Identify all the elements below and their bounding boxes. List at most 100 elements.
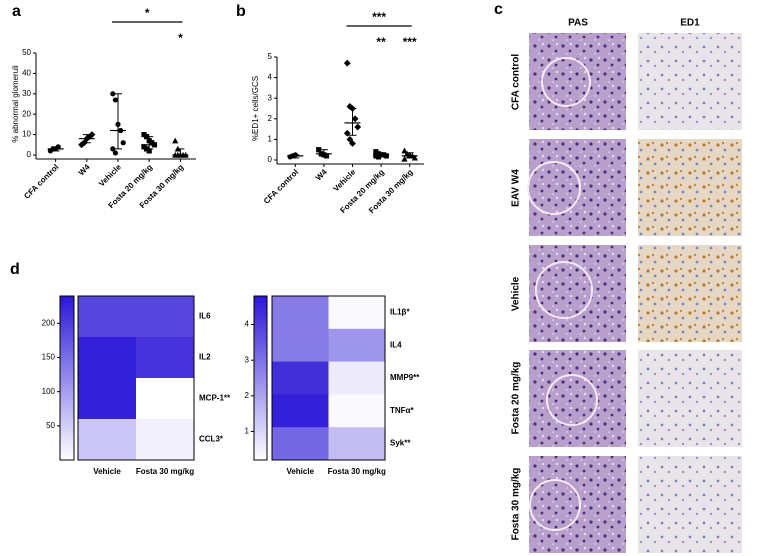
colorbar-tick-label: 50 (46, 421, 55, 430)
colorbar-tick-label: 200 (42, 318, 56, 327)
micrograph (529, 456, 626, 553)
data-point (316, 147, 322, 153)
row-label: IL2 (199, 353, 211, 362)
data-point (401, 155, 408, 162)
x-tick-label: W4 (77, 162, 92, 177)
column-label: Vehicle (93, 467, 121, 476)
data-point (78, 141, 85, 149)
column-label: Fosta 30 mg/kg (328, 467, 386, 476)
heatmap-cell (328, 361, 386, 395)
y-tick-label: 0 (27, 150, 32, 159)
y-tick-label: 2 (268, 114, 273, 123)
micrograph (529, 245, 626, 342)
heatmap-cell (272, 296, 329, 330)
column-label: Fosta 30 mg/kg (136, 467, 194, 476)
x-tick-label: Vehicle (332, 167, 358, 193)
x-tick-label: CFA control (22, 163, 60, 201)
significance: * (178, 31, 183, 45)
data-point (149, 140, 155, 146)
micrograph (529, 350, 626, 447)
x-tick-label: CFA control (262, 168, 300, 206)
colorbar-tick-label: 4 (245, 320, 250, 329)
heatmap-border (271, 295, 386, 461)
heatmap-cell (78, 378, 137, 420)
data-point (343, 59, 351, 67)
data-point (86, 133, 93, 141)
y-tick-label: 40 (22, 69, 31, 78)
data-point (112, 97, 118, 103)
y-tick-label: 3 (268, 93, 273, 102)
row-label: IL6 (199, 312, 211, 321)
row-label: Syk** (390, 439, 411, 448)
glomerulus (535, 261, 593, 319)
column-label: Vehicle (286, 467, 314, 476)
micrograph (529, 139, 626, 236)
data-point (88, 131, 96, 138)
row-label: TNFα* (390, 406, 414, 415)
colorbar-tick-label: 100 (42, 387, 56, 396)
y-axis-label: % abnormal glomeruli (11, 65, 20, 143)
colorbar-tick-label: 1 (245, 427, 250, 436)
data-point (411, 154, 418, 161)
heatmap-cell (78, 419, 137, 461)
colorbar (253, 295, 268, 461)
heatmap-cell (272, 394, 329, 428)
heatmap-cell (272, 328, 329, 363)
column-header: ED1 (680, 18, 700, 29)
data-point (401, 147, 408, 154)
micrograph (638, 139, 742, 236)
data-point (351, 115, 359, 123)
heatmap-cell (78, 296, 137, 338)
colorbar-tick-label: 2 (245, 391, 250, 400)
panel-label: b (236, 3, 246, 20)
colorbar-tick-label: 3 (245, 355, 250, 364)
colorbar-tick-label: 150 (42, 353, 56, 362)
heatmap-cell (328, 296, 386, 330)
data-point (110, 91, 116, 97)
data-point (383, 153, 389, 159)
row-label: CCL3* (199, 435, 224, 444)
x-tick-label: Vehicle (97, 162, 123, 188)
heatmap-cell (272, 427, 329, 461)
y-tick-label: 4 (268, 73, 273, 82)
heatmap-cell (78, 337, 137, 379)
heatmap-cell (328, 394, 386, 428)
y-tick-label: 0 (268, 155, 273, 164)
significance: *** (372, 10, 386, 24)
data-point (146, 148, 152, 154)
y-tick-label: 20 (22, 109, 31, 118)
y-tick-label: 30 (22, 89, 31, 98)
data-point (120, 140, 126, 146)
micrograph (638, 245, 742, 342)
colorbar (59, 295, 75, 461)
panel-label: a (12, 3, 21, 20)
y-tick-label: 10 (22, 130, 31, 139)
heatmap-border (77, 295, 195, 461)
x-tick-label: W4 (314, 167, 329, 182)
y-tick-label: 5 (268, 52, 273, 61)
micrograph (529, 33, 626, 130)
heatmap-cell (136, 378, 195, 420)
row-label: Fosta 30 mg/kg (511, 468, 522, 541)
data-point (375, 154, 382, 160)
data-point (112, 150, 118, 156)
row-label: Fosta 20 mg/kg (511, 362, 522, 435)
row-label: EAV W4 (511, 169, 522, 207)
panel-label: c (494, 1, 503, 18)
row-label: MCP-1** (199, 394, 231, 403)
y-tick-label: 50 (22, 48, 31, 57)
heatmap-cell (136, 296, 195, 338)
significance: * (145, 6, 150, 20)
micrographs (527, 33, 742, 553)
row-label: IL1β* (390, 308, 410, 317)
data-point (172, 137, 179, 144)
data-point (354, 123, 362, 131)
micrograph (638, 456, 742, 553)
significance: ** (376, 35, 386, 49)
significance: *** (403, 35, 417, 49)
heatmap-cell (328, 328, 386, 363)
y-axis-label: %ED1+ cells/GCS (251, 76, 260, 141)
row-label: CFA control (511, 54, 522, 111)
